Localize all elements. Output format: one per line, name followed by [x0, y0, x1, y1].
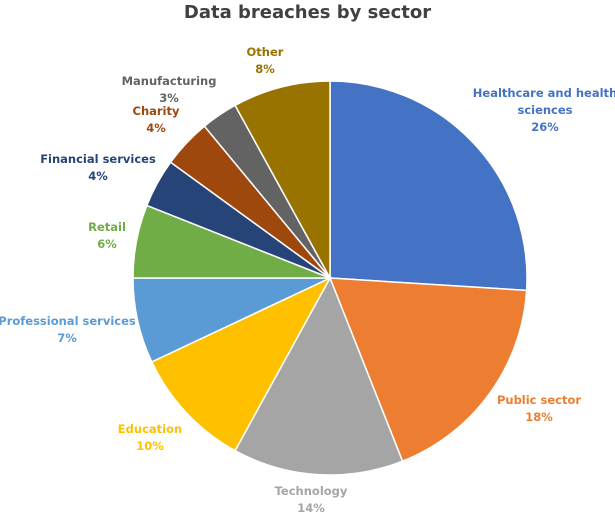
data-label-healthcare-and-health-sciences: Healthcare and health sciences 26%	[473, 86, 615, 134]
pie-slice-public-sector	[328, 277, 528, 463]
pie-labels: Healthcare and health sciences 26% Public s…	[0, 45, 615, 515]
data-label-retail: Retail 6%	[88, 220, 126, 251]
data-label-manufacturing: Manufacturing 3%	[122, 74, 217, 105]
data-label-charity: Charity 4%	[133, 104, 180, 135]
data-label-professional-services: Professional services 7%	[0, 314, 136, 345]
pie-slice-technology	[234, 276, 404, 476]
data-label-financial-services: Financial services 4%	[40, 152, 156, 183]
data-label-other: Other 8%	[247, 45, 284, 76]
pie-slice-other	[234, 80, 331, 279]
pie-slice-healthcare-and-health-sciences	[329, 80, 528, 292]
chart-title: Data breaches by sector	[183, 2, 432, 23]
data-label-education: Education 10%	[118, 422, 182, 453]
data-label-public-sector: Public sector 18%	[497, 393, 581, 424]
data-label-technology: Technology 14%	[275, 484, 348, 515]
pie-slice-education	[150, 276, 332, 452]
pie-slices	[132, 80, 528, 476]
